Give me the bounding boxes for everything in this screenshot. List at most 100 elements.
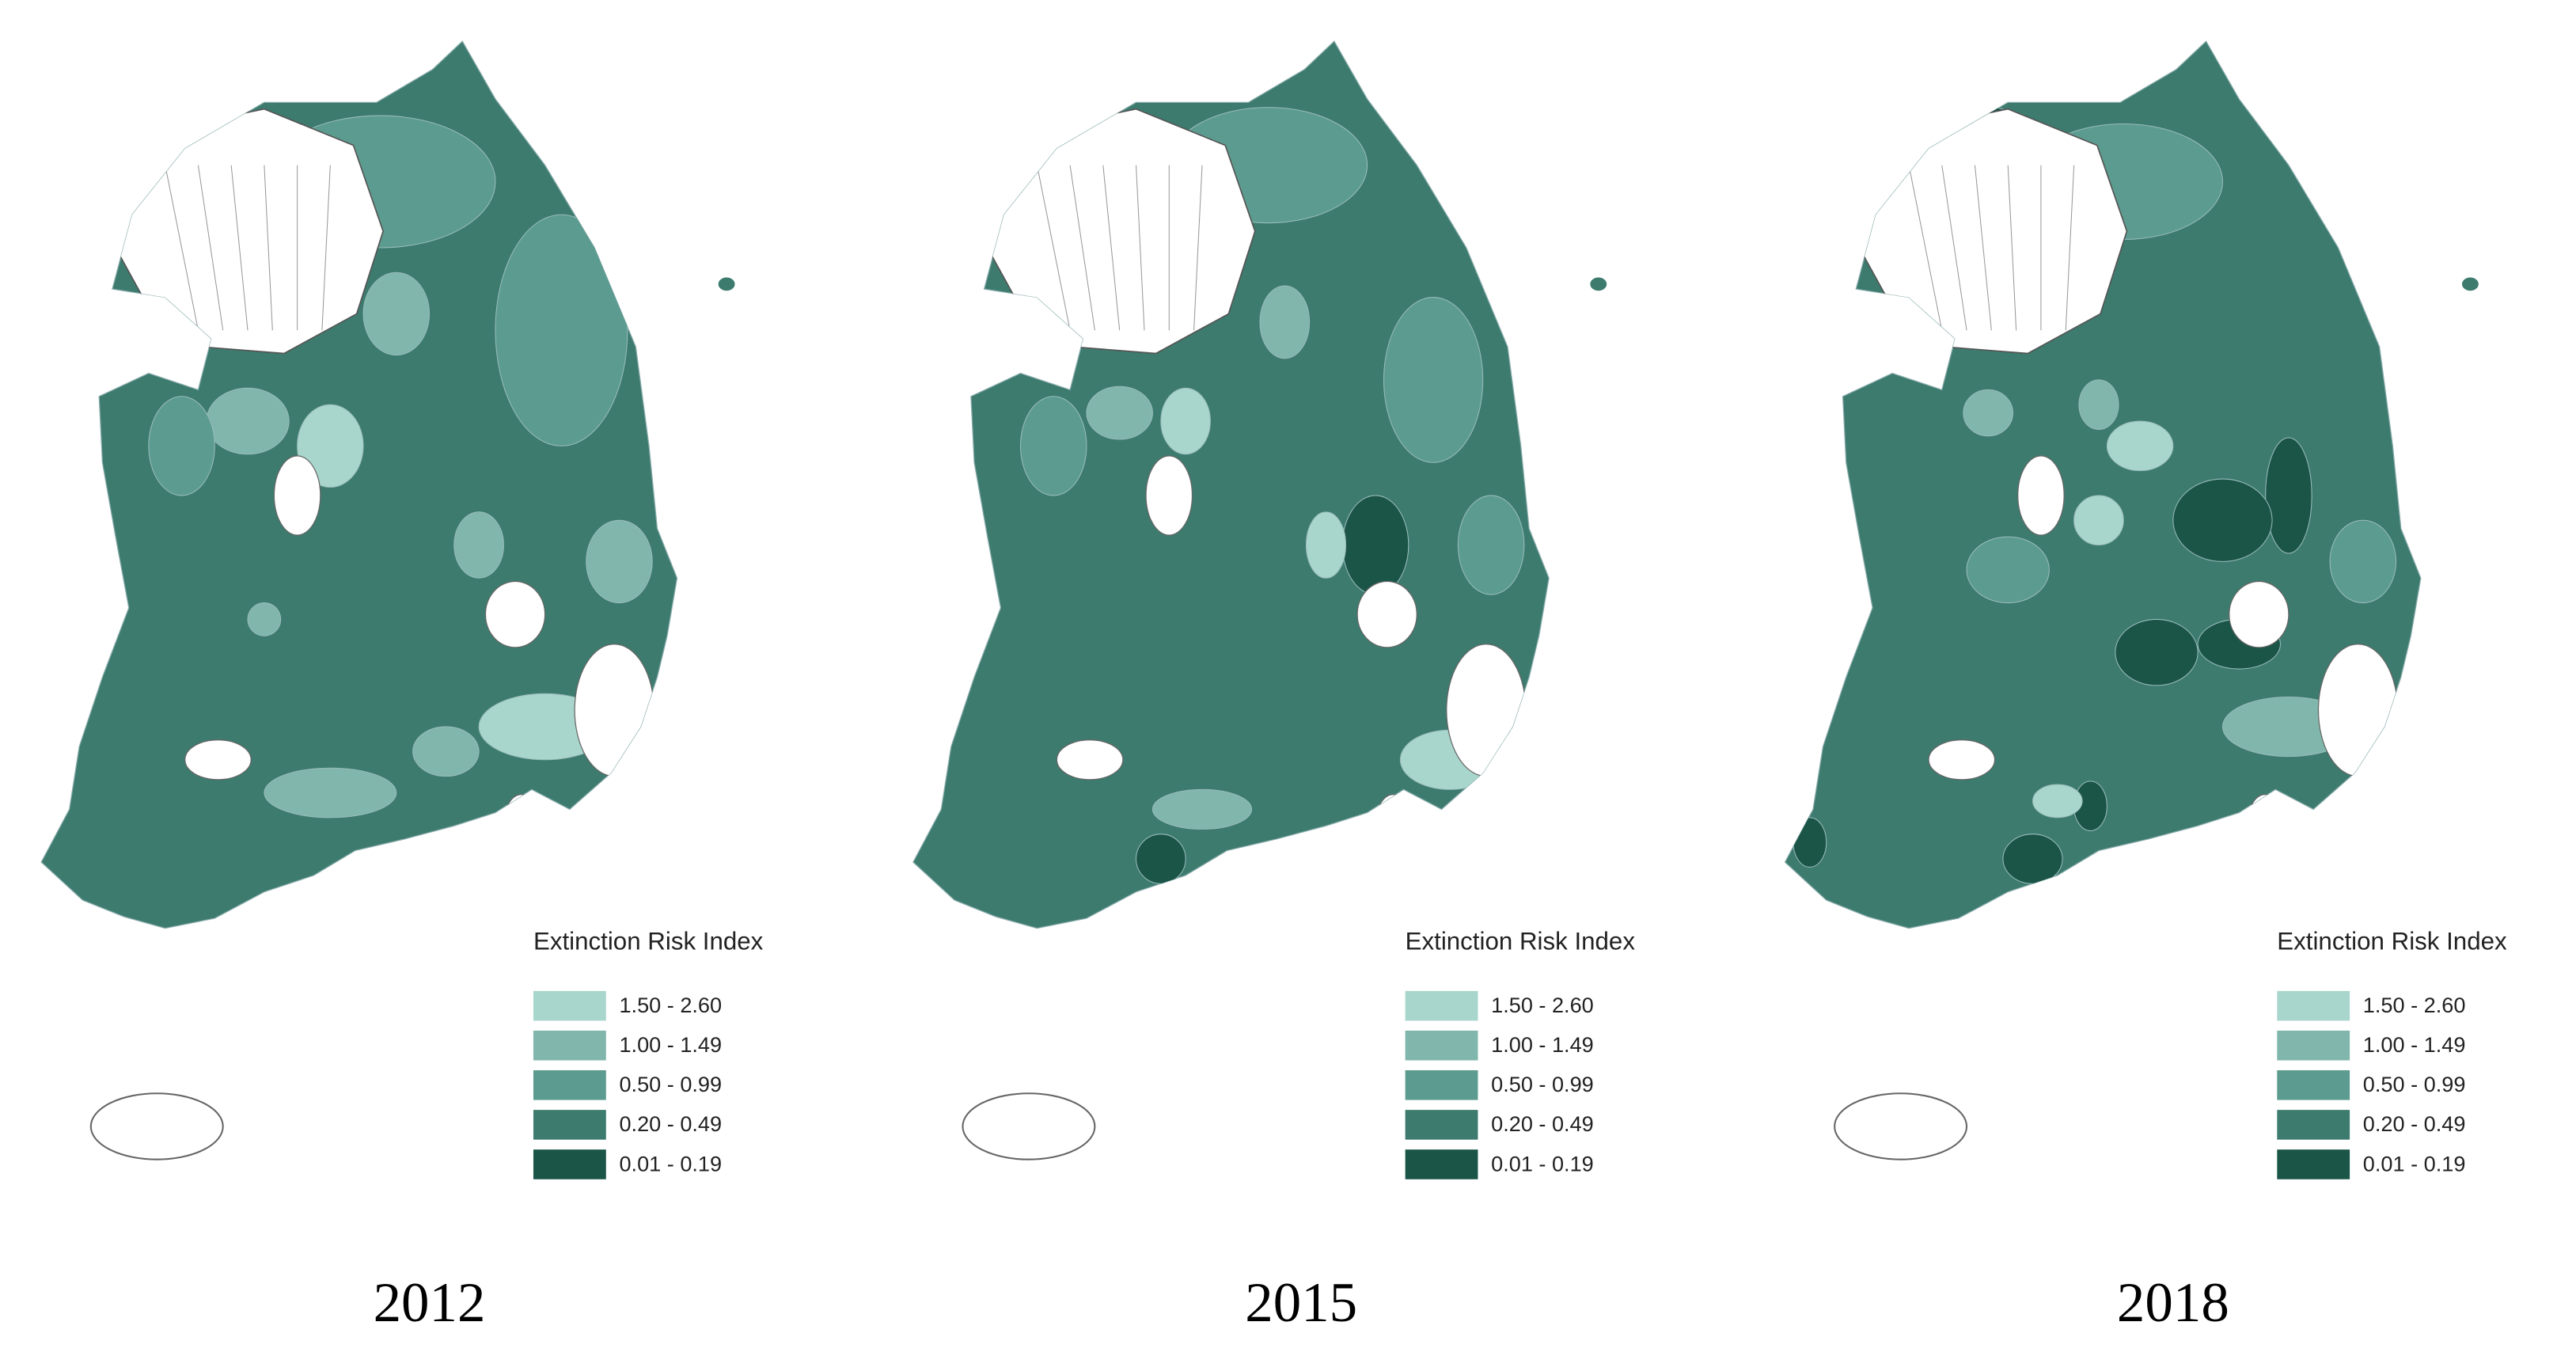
- legend-swatch: [533, 1149, 606, 1179]
- jeju-island: [1834, 1092, 1968, 1160]
- legend-label: 1.00 - 1.49: [2363, 1032, 2466, 1057]
- ulleung-island: [1590, 277, 1607, 291]
- ulleung-island: [2461, 277, 2479, 291]
- region: [2329, 519, 2397, 604]
- region: [1793, 817, 1827, 868]
- map-panel: Extinction Risk Index 1.50 - 2.60 1.00 - 1…: [1784, 40, 2507, 1334]
- legend-label: 1.50 - 2.60: [1491, 993, 1594, 1017]
- legend-title: Extinction Risk Index: [1406, 928, 1636, 955]
- region: [148, 396, 215, 496]
- legend-swatch: [1405, 1030, 1478, 1061]
- city: [273, 455, 321, 536]
- region: [1160, 387, 1211, 455]
- region: [495, 214, 628, 446]
- boundary: [1136, 165, 1145, 331]
- boundary: [1193, 165, 1203, 331]
- legend-title: Extinction Risk Index: [533, 928, 764, 955]
- city: [484, 580, 546, 648]
- boundary: [1069, 165, 1095, 331]
- year-label: 2018: [2117, 1272, 2229, 1334]
- legend-label: 1.00 - 1.49: [1491, 1032, 1594, 1057]
- boundary: [197, 165, 224, 331]
- region: [2002, 834, 2063, 884]
- legend-swatch: [2277, 1149, 2350, 1179]
- region: [247, 602, 282, 636]
- legend-swatch: [533, 1070, 606, 1100]
- legend-swatch: [533, 1030, 606, 1061]
- boundary: [1941, 165, 1967, 331]
- jeju-island: [89, 1092, 224, 1160]
- city: [1356, 580, 1417, 648]
- legend-swatch: [2277, 990, 2350, 1021]
- city: [1145, 455, 1193, 536]
- city: [574, 644, 654, 777]
- boundary: [165, 165, 199, 331]
- legend-swatch: [533, 1110, 606, 1140]
- boundary: [2007, 165, 2017, 331]
- legend-swatch: [1405, 1110, 1478, 1140]
- region: [1136, 834, 1186, 884]
- city: [504, 793, 539, 841]
- legend-label: 1.00 - 1.49: [619, 1032, 722, 1057]
- map-panel: Extinction Risk Index 1.50 - 2.60 1.00 - 1…: [40, 40, 764, 1334]
- region: [2172, 478, 2273, 562]
- region: [1086, 386, 1153, 440]
- legend-swatch: [2277, 1070, 2350, 1100]
- region: [1305, 511, 1347, 579]
- city: [1446, 644, 1527, 777]
- legend-label: 0.20 - 0.49: [1491, 1111, 1594, 1136]
- region: [362, 272, 431, 356]
- region: [1457, 495, 1525, 595]
- jeju-island: [962, 1092, 1096, 1160]
- boundary: [1974, 165, 1992, 331]
- city: [1376, 793, 1411, 841]
- capital-area: [115, 108, 384, 355]
- region: [586, 519, 653, 604]
- legend-label: 0.01 - 0.19: [619, 1151, 722, 1176]
- legend-swatch: [533, 990, 606, 1021]
- region: [264, 767, 397, 819]
- region: [2265, 437, 2312, 554]
- region: [1966, 536, 2050, 604]
- boundary: [1036, 165, 1071, 331]
- legend-label: 0.01 - 0.19: [2363, 1151, 2466, 1176]
- region: [206, 387, 290, 455]
- city: [2248, 793, 2283, 841]
- boundary: [2065, 165, 2075, 331]
- legend-label: 1.50 - 2.60: [619, 993, 722, 1017]
- legend-title: Extinction Risk Index: [2277, 928, 2507, 955]
- legend-label: 0.20 - 0.49: [2363, 1111, 2466, 1136]
- city: [2229, 580, 2290, 648]
- boundary: [264, 165, 273, 331]
- legend-label: 0.50 - 0.99: [619, 1072, 722, 1096]
- region: [1963, 389, 2013, 437]
- legend-swatch: [1405, 990, 1478, 1021]
- city: [1056, 739, 1124, 781]
- city: [2017, 455, 2065, 536]
- region: [453, 511, 504, 579]
- legend-label: 0.20 - 0.49: [619, 1111, 722, 1136]
- city: [1928, 739, 1996, 781]
- boundary: [321, 165, 331, 331]
- boundary: [230, 165, 248, 331]
- region: [2106, 420, 2174, 472]
- city: [184, 739, 252, 781]
- region: [1341, 495, 1409, 595]
- boundary: [1908, 165, 1943, 331]
- legend-swatch: [1405, 1149, 1478, 1179]
- region: [1259, 285, 1311, 359]
- year-label: 2012: [374, 1272, 486, 1334]
- year-label: 2015: [1245, 1272, 1357, 1334]
- legend-swatch: [2277, 1030, 2350, 1061]
- region: [2073, 495, 2124, 546]
- city: [2317, 644, 2399, 777]
- region: [1383, 297, 1484, 463]
- legend-label: 0.50 - 0.99: [2363, 1072, 2466, 1096]
- legend-label: 1.50 - 2.60: [2363, 993, 2466, 1017]
- region: [1151, 788, 1253, 830]
- legend-swatch: [2277, 1110, 2350, 1140]
- boundary: [1102, 165, 1121, 331]
- legend-label: 0.50 - 0.99: [1491, 1072, 1594, 1096]
